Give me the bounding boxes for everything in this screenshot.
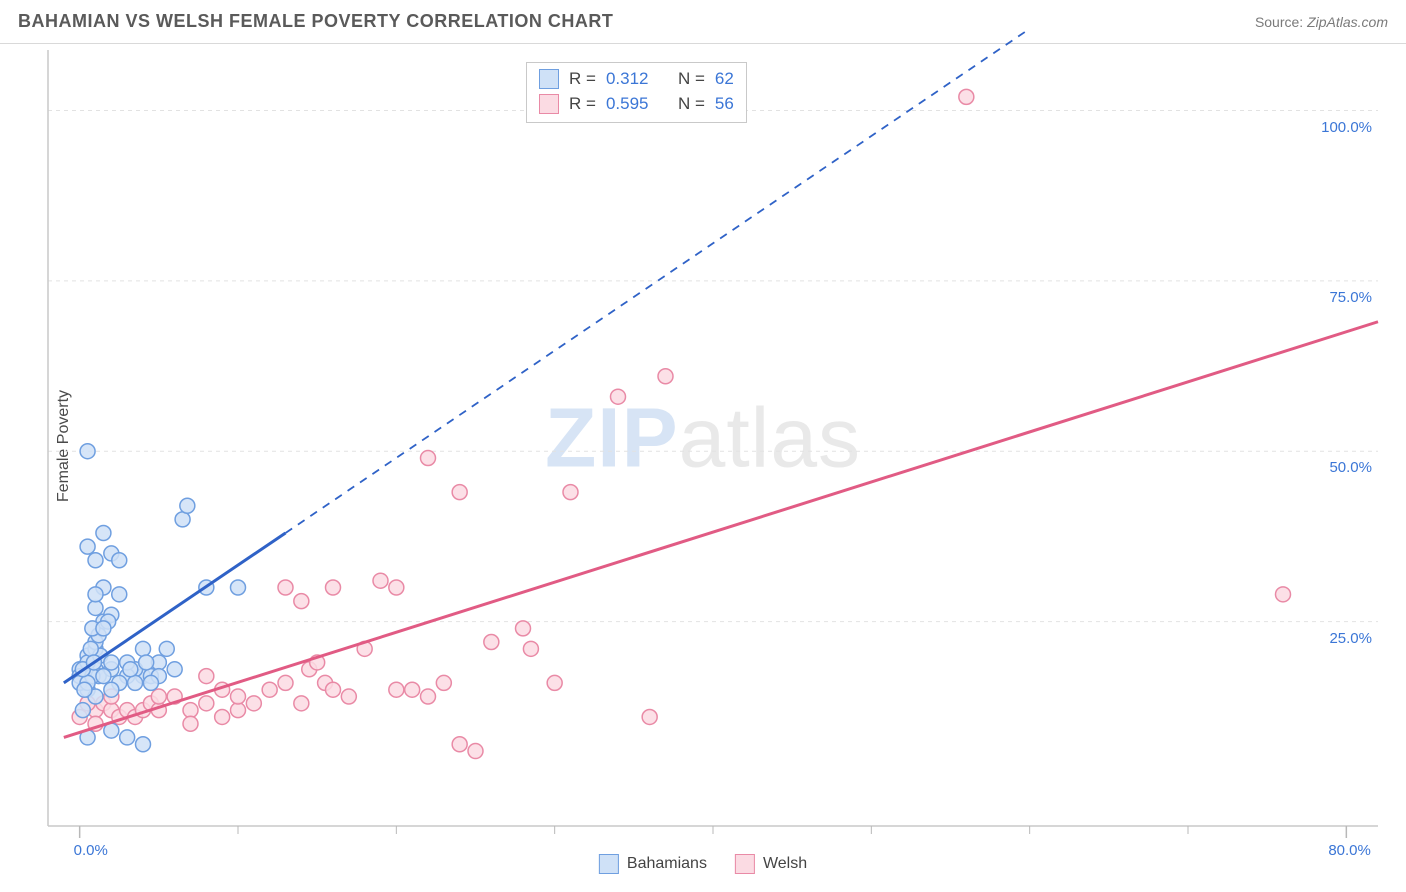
legend-swatch-2 xyxy=(539,94,559,114)
legend-swatch-1 xyxy=(539,69,559,89)
legend-n-label-1: N = xyxy=(678,67,705,92)
legend-r-label-2: R = xyxy=(569,92,596,117)
y-tick-label: 100.0% xyxy=(1321,119,1372,136)
legend-n-label-2: N = xyxy=(678,92,705,117)
bottom-legend-item-2: Welsh xyxy=(735,854,807,874)
x-tick-label: 80.0% xyxy=(1328,842,1371,859)
bottom-legend-swatch-1 xyxy=(599,854,619,874)
y-tick-label: 50.0% xyxy=(1329,459,1372,476)
bottom-legend-label-2: Welsh xyxy=(763,855,807,873)
bottom-legend: Bahamians Welsh xyxy=(599,854,807,874)
y-tick-label: 75.0% xyxy=(1329,289,1372,306)
y-tick-label: 25.0% xyxy=(1329,630,1372,647)
legend-box: R = 0.312 N = 62 R = 0.595 N = 56 xyxy=(526,62,747,123)
scatter-plot xyxy=(0,0,1406,892)
legend-n-value-1: 62 xyxy=(715,67,734,92)
x-tick-label: 0.0% xyxy=(74,842,108,859)
legend-row-1: R = 0.312 N = 62 xyxy=(539,67,734,92)
bottom-legend-item-1: Bahamians xyxy=(599,854,707,874)
bottom-legend-label-1: Bahamians xyxy=(627,855,707,873)
legend-r-label-1: R = xyxy=(569,67,596,92)
legend-row-2: R = 0.595 N = 56 xyxy=(539,92,734,117)
bottom-legend-swatch-2 xyxy=(735,854,755,874)
legend-r-value-2: 0.595 xyxy=(606,92,649,117)
legend-n-value-2: 56 xyxy=(715,92,734,117)
legend-r-value-1: 0.312 xyxy=(606,67,649,92)
